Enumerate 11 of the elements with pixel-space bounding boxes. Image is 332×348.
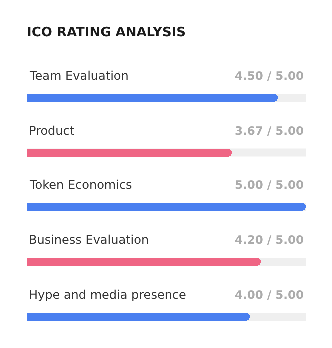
data-label: 3.67 / 5.00	[235, 124, 304, 138]
y-tick-label: Team Evaluation	[29, 69, 129, 83]
data-label: 4.00 / 5.00	[235, 288, 304, 302]
data-label: 4.20 / 5.00	[235, 233, 304, 247]
y-tick-label: Hype and media presence	[29, 288, 186, 302]
chart-title: ICO RATING ANALYSIS	[27, 26, 186, 41]
data-label: 5.00 / 5.00	[235, 178, 304, 192]
data-label: 4.50 / 5.00	[235, 69, 304, 83]
y-tick-label: Business Evaluation	[29, 233, 150, 247]
y-tick-label: Token Economics	[29, 178, 132, 192]
y-tick-label: Product	[29, 124, 75, 138]
